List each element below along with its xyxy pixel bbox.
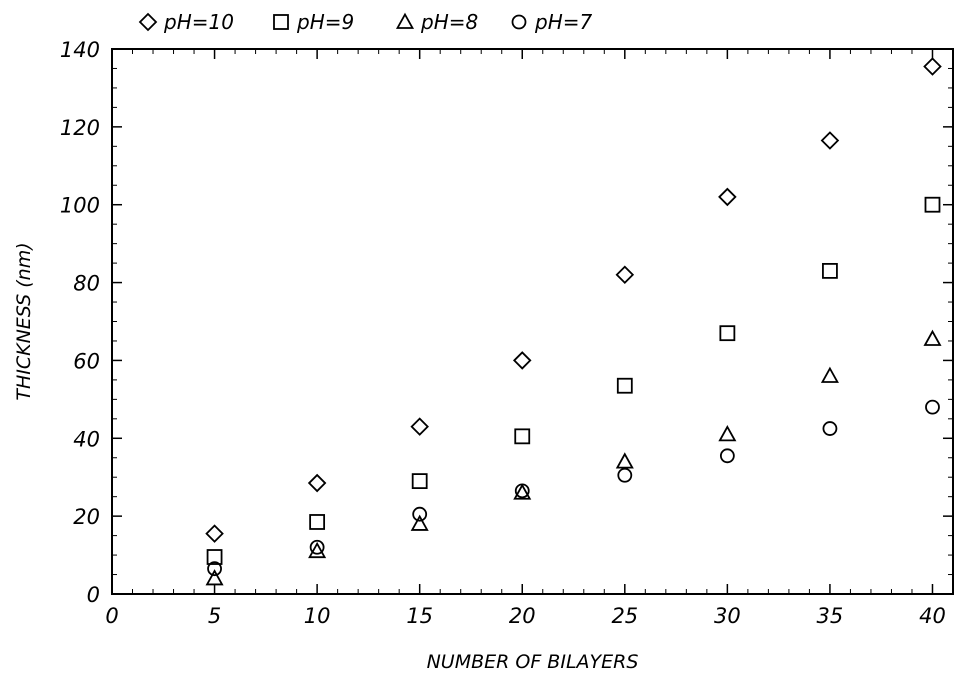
x-tick-label: 35 [817, 604, 844, 628]
y-tick-label: 20 [73, 505, 100, 529]
square-point [822, 262, 838, 279]
series-circle [207, 399, 940, 577]
triangle-point [513, 483, 532, 500]
y-tick-label: 120 [60, 116, 100, 140]
legend-square-icon [273, 14, 289, 30]
triangle-point [923, 329, 942, 346]
y-tick-label: 0 [87, 583, 100, 607]
data-points [205, 57, 942, 586]
circle-point [822, 421, 838, 436]
circle-point [207, 561, 222, 577]
square-point [719, 325, 736, 342]
tick-labels: 0 5 10 15 20 25 30 35 40 0 20 40 60 80 100 120 140 [60, 38, 946, 628]
square-point [309, 514, 326, 530]
circle-point [309, 539, 325, 555]
diamond-point [923, 57, 942, 76]
y-tick-label: 40 [73, 427, 100, 451]
triangle-point [308, 541, 327, 559]
series-triangle [205, 329, 942, 586]
diamond-point [615, 265, 635, 285]
legend-item: pH=7 [511, 10, 592, 34]
x-tick-label: 25 [611, 604, 638, 628]
circle-point [617, 467, 633, 483]
triangle-point [410, 514, 429, 531]
x-tick-label: 15 [406, 604, 433, 628]
diamond-point [512, 351, 532, 370]
circle-point [514, 483, 530, 499]
triangle-point [205, 569, 224, 586]
legend-label: pH=10 [163, 10, 234, 34]
axis-ticks [111, 48, 954, 595]
y-tick-label: 80 [73, 272, 100, 296]
diamond-point [820, 131, 840, 150]
x-tick-label: 10 [304, 604, 331, 628]
x-tick-label: 5 [208, 604, 221, 628]
diamond-point [410, 417, 429, 436]
x-tick-label: 0 [105, 604, 118, 628]
legend-item: pH=9 [273, 10, 354, 34]
y-tick-label: 140 [60, 38, 100, 62]
circle-point [925, 399, 940, 415]
x-tick-label: 20 [509, 604, 536, 628]
triangle-point [820, 366, 839, 383]
diamond-point [205, 524, 224, 543]
legend-label: pH=9 [296, 10, 354, 34]
plot-area-frame [111, 48, 954, 595]
square-point [206, 549, 223, 565]
triangle-point [718, 425, 737, 442]
series-diamond [205, 57, 942, 543]
legend-item: pH=8 [395, 10, 478, 34]
circle-point [719, 448, 735, 464]
y-axis-title: THICKNESS (nm) [13, 242, 35, 400]
triangle-point [615, 452, 634, 469]
legend-label: pH=7 [534, 10, 592, 34]
legend-circle-icon [511, 14, 527, 30]
x-tick-label: 40 [919, 604, 946, 628]
square-point [411, 473, 428, 490]
legend-diamond-icon [138, 12, 158, 32]
circle-point [412, 506, 428, 522]
square-point [924, 196, 941, 213]
legend: pH=10 pH=9 pH=8 pH=7 [138, 10, 592, 34]
series-square [206, 196, 941, 565]
x-tick-label: 30 [714, 604, 741, 628]
diamond-point [718, 187, 737, 207]
x-axis-title: NUMBER OF BILAYERS [427, 651, 639, 673]
square-point [616, 377, 633, 394]
legend-label: pH=8 [420, 10, 478, 34]
y-tick-label: 60 [73, 349, 100, 373]
diamond-point [307, 473, 327, 493]
legend-item: pH=10 [138, 10, 234, 34]
square-point [514, 428, 531, 445]
legend-triangle-icon [395, 12, 415, 29]
y-tick-label: 100 [60, 194, 100, 218]
